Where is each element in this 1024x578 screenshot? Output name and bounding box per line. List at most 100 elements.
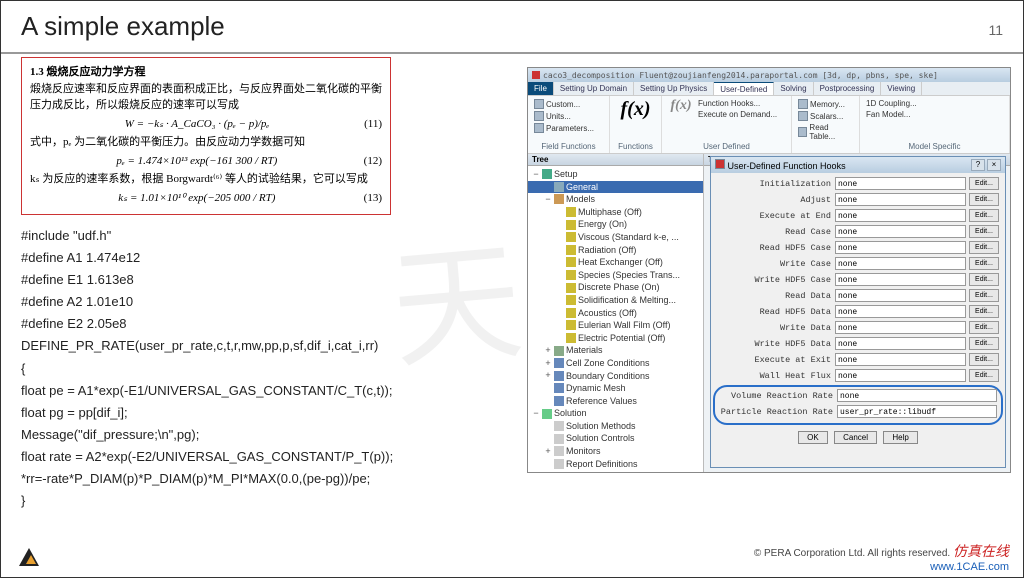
app-title: caco3_decomposition Fluent@zoujianfeng20… bbox=[543, 71, 938, 80]
tree-node-eulerian[interactable]: Eulerian Wall Film (Off) bbox=[528, 319, 703, 332]
tree-toggle-icon[interactable]: − bbox=[532, 170, 540, 179]
tree-node-materials[interactable]: +Materials bbox=[528, 344, 703, 357]
tree-node-cell[interactable]: +Cell Zone Conditions bbox=[528, 357, 703, 370]
edit-button[interactable]: Edit... bbox=[969, 305, 999, 318]
tree-node-solution[interactable]: −Solution bbox=[528, 407, 703, 420]
ribbon-1d-coupling[interactable]: 1D Coupling... bbox=[864, 98, 1005, 109]
menu-setting-up-physics[interactable]: Setting Up Physics bbox=[634, 82, 714, 95]
menu-setting-up-domain[interactable]: Setting Up Domain bbox=[554, 82, 634, 95]
tree-label: Setup bbox=[554, 168, 578, 181]
hook-value-dropdown[interactable]: user_pr_rate::libudf bbox=[837, 405, 997, 418]
tree-node-energy[interactable]: Energy (On) bbox=[528, 218, 703, 231]
hook-value: none bbox=[835, 209, 966, 222]
udf-code-block: #include "udf.h"#define A1 1.474e12#defi… bbox=[21, 225, 391, 512]
menu-viewing[interactable]: Viewing bbox=[881, 82, 922, 95]
tree-node-radiation[interactable]: Radiation (Off) bbox=[528, 244, 703, 257]
ribbon-memory[interactable]: Memory... bbox=[796, 98, 855, 110]
edit-button[interactable]: Edit... bbox=[969, 369, 999, 382]
close-icon[interactable]: × bbox=[987, 159, 1001, 171]
help-button[interactable]: Help bbox=[883, 431, 917, 444]
tree-node-electric[interactable]: Electric Potential (Off) bbox=[528, 332, 703, 345]
ribbon-parameters[interactable]: Parameters... bbox=[532, 122, 605, 134]
tree-node-viscous[interactable]: Viscous (Standard k-e, ... bbox=[528, 231, 703, 244]
tree-label: Reference Values bbox=[566, 395, 637, 408]
menu-postprocessing[interactable]: Postprocessing bbox=[814, 82, 882, 95]
tree-node-solution[interactable]: Solution Controls bbox=[528, 432, 703, 445]
tree-node-reference[interactable]: Reference Values bbox=[528, 395, 703, 408]
app-icon bbox=[532, 71, 540, 79]
ribbon-function-hooks[interactable]: Function Hooks... bbox=[696, 98, 779, 109]
tree-node-boundary[interactable]: +Boundary Conditions bbox=[528, 370, 703, 383]
hook-value: none bbox=[835, 353, 966, 366]
tree-label: Solution Methods bbox=[566, 420, 636, 433]
ribbon-read-table[interactable]: Read Table... bbox=[796, 122, 855, 142]
edit-button[interactable]: Edit... bbox=[969, 321, 999, 334]
edit-button[interactable]: Edit... bbox=[969, 353, 999, 366]
cancel-button[interactable]: Cancel bbox=[834, 431, 877, 444]
tree-toggle-icon[interactable]: + bbox=[544, 371, 552, 380]
hook-row-volume-reaction: Volume Reaction Rate none bbox=[719, 389, 997, 402]
pera-logo-icon bbox=[19, 548, 39, 566]
tree-toggle-icon[interactable]: − bbox=[532, 409, 540, 418]
tree-icon bbox=[554, 434, 564, 444]
tree-label: Radiation (Off) bbox=[578, 244, 636, 257]
hook-row: InitializationnoneEdit... bbox=[717, 177, 999, 190]
tree-node-species[interactable]: Species (Species Trans... bbox=[528, 269, 703, 282]
ok-button[interactable]: OK bbox=[798, 431, 828, 444]
edit-button[interactable]: Edit... bbox=[969, 273, 999, 286]
tree-toggle-icon[interactable]: + bbox=[544, 359, 552, 368]
tree-node-heat[interactable]: Heat Exchanger (Off) bbox=[528, 256, 703, 269]
tree-node-discrete[interactable]: Discrete Phase (On) bbox=[528, 281, 703, 294]
tree-toggle-icon[interactable]: + bbox=[544, 346, 552, 355]
tree-icon bbox=[566, 283, 576, 293]
tree-node-report[interactable]: Report Files bbox=[528, 470, 703, 472]
fx-small-icon: f(x) bbox=[666, 98, 696, 120]
hook-row: Read HDF5 CasenoneEdit... bbox=[717, 241, 999, 254]
code-line: #define A1 1.474e12 bbox=[21, 247, 391, 269]
tree-node-solution[interactable]: Solution Methods bbox=[528, 420, 703, 433]
ribbon-scalars[interactable]: Scalars... bbox=[796, 110, 855, 122]
ribbon-fan-model[interactable]: Fan Model... bbox=[864, 109, 1005, 120]
edit-button[interactable]: Edit... bbox=[969, 209, 999, 222]
tree-node-general[interactable]: General bbox=[528, 181, 703, 194]
tree-node-monitors[interactable]: +Monitors bbox=[528, 445, 703, 458]
tree-icon bbox=[566, 308, 576, 318]
tree-node-dynamic[interactable]: Dynamic Mesh bbox=[528, 382, 703, 395]
hook-value-dropdown[interactable]: none bbox=[837, 389, 997, 402]
hook-row: Write DatanoneEdit... bbox=[717, 321, 999, 334]
menu-user-defined[interactable]: User-Defined bbox=[714, 82, 774, 95]
tree-icon bbox=[566, 207, 576, 217]
fx-icon[interactable]: f(x) bbox=[614, 98, 657, 121]
tree-node-setup[interactable]: − Setup bbox=[528, 168, 703, 181]
tree-node-models[interactable]: −Models bbox=[528, 193, 703, 206]
tree-toggle-icon[interactable]: + bbox=[544, 447, 552, 456]
eq-desc-3: kₛ 为反应的速率系数，根据 Borgwardt⁽⁶⁾ 等人的试验结果，它可以写… bbox=[30, 171, 382, 188]
ribbon-group-label: Functions bbox=[614, 142, 657, 151]
menu-file[interactable]: File bbox=[528, 82, 554, 95]
edit-button[interactable]: Edit... bbox=[969, 289, 999, 302]
tree-node-report[interactable]: Report Definitions bbox=[528, 458, 703, 471]
tree-node-solidification[interactable]: Solidification & Melting... bbox=[528, 294, 703, 307]
tree-node-multiphase[interactable]: Multiphase (Off) bbox=[528, 206, 703, 219]
code-line: Message("dif_pressure;\n",pg); bbox=[21, 424, 391, 446]
units-icon bbox=[534, 111, 544, 121]
hook-value: none bbox=[835, 337, 966, 350]
edit-button[interactable]: Edit... bbox=[969, 257, 999, 270]
edit-button[interactable]: Edit... bbox=[969, 225, 999, 238]
help-icon[interactable]: ? bbox=[971, 159, 985, 171]
code-line: #define E2 2.05e8 bbox=[21, 313, 391, 335]
dialog-body: InitializationnoneEdit...AdjustnoneEdit.… bbox=[711, 173, 1005, 448]
ribbon-group-functions: f(x) Functions bbox=[610, 96, 662, 153]
code-line: { bbox=[21, 358, 391, 380]
ribbon-units[interactable]: Units... bbox=[532, 110, 605, 122]
ribbon-execute-on-demand[interactable]: Execute on Demand... bbox=[696, 109, 779, 120]
tree-toggle-icon[interactable]: − bbox=[544, 195, 552, 204]
edit-button[interactable]: Edit... bbox=[969, 193, 999, 206]
code-line: } bbox=[21, 490, 391, 512]
edit-button[interactable]: Edit... bbox=[969, 177, 999, 190]
ribbon-custom[interactable]: Custom... bbox=[532, 98, 605, 110]
edit-button[interactable]: Edit... bbox=[969, 337, 999, 350]
edit-button[interactable]: Edit... bbox=[969, 241, 999, 254]
tree-node-acoustics[interactable]: Acoustics (Off) bbox=[528, 307, 703, 320]
menu-solving[interactable]: Solving bbox=[774, 82, 813, 95]
